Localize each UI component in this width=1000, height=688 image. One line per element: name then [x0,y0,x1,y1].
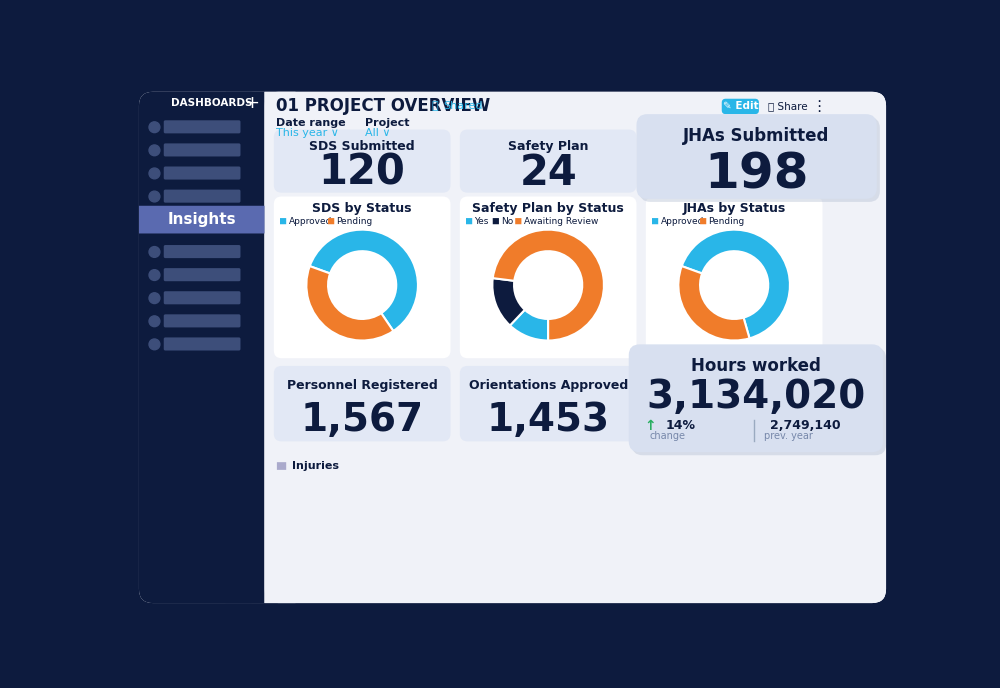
Text: Personnel Registered: Personnel Registered [287,380,438,392]
Text: 24: 24 [519,151,577,193]
Text: Orientations Approved: Orientations Approved [469,380,628,392]
Text: 120: 120 [319,151,406,193]
FancyBboxPatch shape [280,218,286,224]
Text: 3,134,020: 3,134,020 [646,378,865,416]
FancyBboxPatch shape [466,218,472,224]
Text: JHAs by Status: JHAs by Status [683,202,786,215]
Text: ↑: ↑ [645,419,656,433]
Wedge shape [678,266,750,341]
Text: Insights: Insights [167,212,236,227]
Text: 1,567: 1,567 [301,401,424,439]
Text: Approved: Approved [661,217,704,226]
Text: Pending: Pending [709,217,745,226]
Circle shape [149,316,160,327]
Text: Date range: Date range [276,118,346,127]
Text: 1,453: 1,453 [487,401,610,439]
FancyBboxPatch shape [277,462,286,470]
Wedge shape [492,278,525,325]
Circle shape [149,122,160,133]
FancyBboxPatch shape [139,92,264,603]
Circle shape [149,270,160,281]
Circle shape [149,246,160,257]
Text: Injuries: Injuries [292,461,339,471]
FancyBboxPatch shape [652,218,658,224]
FancyBboxPatch shape [164,190,240,203]
Text: SDS by Status: SDS by Status [312,202,412,215]
Text: Project: Project [365,118,410,127]
FancyBboxPatch shape [460,129,637,193]
Wedge shape [306,266,393,341]
FancyBboxPatch shape [164,143,240,156]
FancyBboxPatch shape [274,129,450,193]
Circle shape [149,145,160,155]
FancyBboxPatch shape [164,120,240,133]
Text: No: No [501,217,514,226]
FancyBboxPatch shape [700,218,706,224]
Text: Safety Plan: Safety Plan [508,140,588,153]
Circle shape [149,168,160,179]
Text: SDS Submitted: SDS Submitted [309,140,415,153]
Circle shape [149,293,160,303]
FancyBboxPatch shape [722,99,759,114]
FancyBboxPatch shape [139,206,264,233]
Circle shape [149,191,160,202]
Text: Safety Plan by Status: Safety Plan by Status [472,202,624,215]
FancyBboxPatch shape [164,166,240,180]
FancyBboxPatch shape [629,345,883,452]
FancyBboxPatch shape [274,366,450,442]
Wedge shape [682,230,790,338]
Text: 01 PROJECT OVERVIEW: 01 PROJECT OVERVIEW [276,98,490,116]
Text: All ∨: All ∨ [365,127,391,138]
Text: 14%: 14% [666,420,696,433]
FancyBboxPatch shape [460,366,637,442]
Text: Yes: Yes [475,217,489,226]
Text: 👥 Share: 👥 Share [768,101,808,111]
FancyBboxPatch shape [274,197,450,358]
Text: +: + [244,94,259,112]
Text: ⋮: ⋮ [811,99,826,114]
Wedge shape [493,230,604,341]
Text: 198: 198 [704,150,809,198]
Text: Awaiting Review: Awaiting Review [524,217,598,226]
FancyBboxPatch shape [493,218,499,224]
Text: ✎ Edit: ✎ Edit [723,101,758,111]
Text: Shared: Shared [443,101,482,111]
FancyBboxPatch shape [226,92,264,603]
Circle shape [149,339,160,350]
Text: This year ∨: This year ∨ [276,127,339,138]
FancyBboxPatch shape [164,268,240,281]
Text: Pending: Pending [337,217,373,226]
Text: Approved: Approved [289,217,332,226]
FancyBboxPatch shape [328,218,334,224]
FancyBboxPatch shape [640,117,880,202]
FancyBboxPatch shape [632,347,886,455]
Text: JHAs Submitted: JHAs Submitted [683,127,830,144]
Text: 2,749,140: 2,749,140 [770,420,840,433]
Text: change: change [650,431,686,441]
Wedge shape [510,310,548,341]
Wedge shape [310,230,418,331]
FancyBboxPatch shape [264,92,296,603]
FancyBboxPatch shape [139,92,886,603]
FancyBboxPatch shape [637,114,877,199]
Text: Hours worked: Hours worked [691,357,821,375]
FancyBboxPatch shape [164,291,240,304]
FancyBboxPatch shape [264,92,886,603]
FancyBboxPatch shape [460,197,637,358]
FancyBboxPatch shape [515,218,521,224]
Text: prev. year: prev. year [764,431,813,441]
FancyBboxPatch shape [646,197,822,358]
FancyBboxPatch shape [164,245,240,258]
FancyBboxPatch shape [164,337,240,350]
Text: DASHBOARDS: DASHBOARDS [172,98,253,108]
FancyBboxPatch shape [164,314,240,327]
Text: 👥: 👥 [431,101,438,111]
